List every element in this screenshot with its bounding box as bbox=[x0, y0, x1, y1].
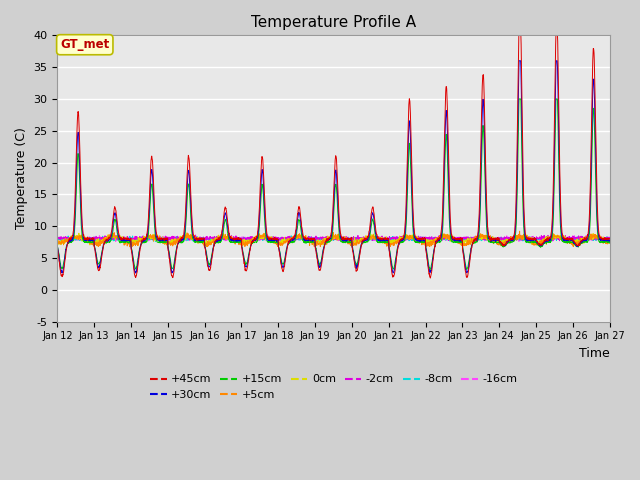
-16cm bbox=[520, 233, 528, 239]
-16cm bbox=[362, 236, 369, 242]
+15cm bbox=[494, 240, 502, 245]
-8cm bbox=[143, 232, 151, 238]
0cm bbox=[606, 239, 614, 245]
+30cm bbox=[494, 236, 502, 242]
+15cm bbox=[54, 244, 61, 250]
+5cm bbox=[349, 239, 357, 245]
-8cm bbox=[573, 234, 580, 240]
+45cm bbox=[606, 236, 614, 241]
+15cm bbox=[349, 248, 357, 253]
Line: +15cm: +15cm bbox=[58, 99, 610, 270]
-16cm bbox=[208, 237, 216, 243]
+5cm bbox=[537, 244, 545, 250]
-2cm bbox=[54, 236, 61, 241]
-16cm bbox=[573, 238, 580, 243]
-16cm bbox=[557, 236, 565, 242]
0cm bbox=[208, 237, 216, 242]
+5cm bbox=[207, 241, 215, 247]
-16cm bbox=[494, 237, 502, 242]
+30cm bbox=[208, 255, 216, 261]
+5cm bbox=[573, 241, 580, 247]
Line: -2cm: -2cm bbox=[58, 235, 610, 242]
Legend: +45cm, +30cm, +15cm, +5cm, 0cm, -2cm, -8cm, -16cm: +45cm, +30cm, +15cm, +5cm, 0cm, -2cm, -8… bbox=[145, 370, 522, 405]
0cm bbox=[362, 233, 370, 239]
+45cm bbox=[515, 33, 523, 38]
0cm bbox=[573, 239, 580, 244]
0cm bbox=[495, 238, 502, 244]
Line: +5cm: +5cm bbox=[58, 231, 610, 247]
+15cm bbox=[362, 240, 369, 246]
-16cm bbox=[349, 236, 357, 242]
-16cm bbox=[54, 237, 61, 243]
-2cm bbox=[350, 234, 358, 240]
-16cm bbox=[606, 237, 614, 242]
Y-axis label: Temperature (C): Temperature (C) bbox=[15, 128, 28, 229]
+30cm bbox=[557, 227, 565, 232]
+45cm bbox=[426, 275, 434, 281]
+15cm bbox=[606, 240, 614, 246]
-8cm bbox=[430, 239, 438, 245]
0cm bbox=[75, 230, 83, 236]
+5cm bbox=[362, 235, 369, 240]
+45cm bbox=[573, 242, 580, 248]
-2cm bbox=[192, 232, 200, 238]
+45cm bbox=[207, 259, 215, 265]
+15cm bbox=[515, 96, 523, 102]
+45cm bbox=[362, 237, 369, 242]
+45cm bbox=[349, 252, 357, 258]
+5cm bbox=[54, 240, 61, 246]
Line: +30cm: +30cm bbox=[58, 61, 610, 273]
-8cm bbox=[606, 236, 614, 242]
0cm bbox=[54, 239, 61, 245]
+30cm bbox=[362, 237, 369, 243]
-16cm bbox=[132, 239, 140, 245]
Text: GT_met: GT_met bbox=[60, 38, 109, 51]
+30cm bbox=[349, 252, 357, 258]
0cm bbox=[350, 239, 358, 244]
-2cm bbox=[573, 236, 580, 242]
-8cm bbox=[208, 236, 216, 242]
-8cm bbox=[54, 233, 61, 239]
Line: 0cm: 0cm bbox=[58, 233, 610, 245]
-2cm bbox=[195, 239, 203, 245]
-2cm bbox=[606, 235, 614, 240]
-2cm bbox=[557, 236, 565, 241]
0cm bbox=[557, 233, 565, 239]
X-axis label: Time: Time bbox=[579, 347, 610, 360]
+30cm bbox=[515, 58, 523, 64]
+15cm bbox=[573, 243, 580, 249]
0cm bbox=[86, 242, 93, 248]
-8cm bbox=[495, 237, 502, 243]
Title: Temperature Profile A: Temperature Profile A bbox=[251, 15, 416, 30]
+30cm bbox=[606, 238, 614, 243]
-2cm bbox=[208, 235, 216, 240]
+5cm bbox=[516, 228, 524, 234]
Line: +45cm: +45cm bbox=[58, 36, 610, 278]
+15cm bbox=[557, 234, 565, 240]
+5cm bbox=[494, 240, 502, 245]
Line: -8cm: -8cm bbox=[58, 235, 610, 242]
-2cm bbox=[362, 236, 370, 241]
Line: -16cm: -16cm bbox=[58, 236, 610, 242]
+45cm bbox=[494, 237, 502, 243]
+45cm bbox=[54, 246, 61, 252]
+15cm bbox=[207, 255, 215, 261]
+30cm bbox=[573, 242, 580, 248]
-8cm bbox=[362, 235, 369, 241]
-8cm bbox=[557, 234, 565, 240]
+45cm bbox=[557, 220, 565, 226]
+5cm bbox=[557, 235, 565, 240]
-2cm bbox=[495, 236, 502, 241]
+5cm bbox=[606, 240, 614, 246]
+15cm bbox=[426, 267, 434, 273]
+30cm bbox=[54, 245, 61, 251]
+30cm bbox=[132, 270, 140, 276]
-8cm bbox=[349, 236, 357, 242]
